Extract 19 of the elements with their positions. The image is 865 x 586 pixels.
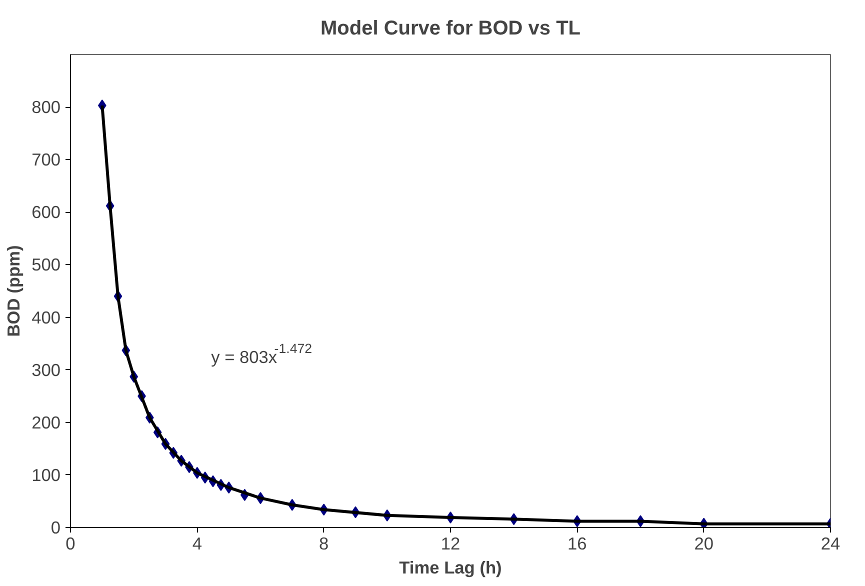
y-tick-label: 800 (32, 97, 61, 118)
y-axis-title: BOD (ppm) (4, 245, 24, 337)
x-tick-label: 16 (568, 534, 587, 554)
y-tick-label: 600 (32, 202, 61, 222)
x-tick-label: 24 (820, 534, 840, 554)
y-tick-label: 200 (32, 412, 61, 432)
x-tick-label: 0 (66, 534, 76, 554)
x-axis-title: Time Lag (h) (399, 558, 502, 578)
x-tick-label: 12 (440, 534, 460, 554)
x-tick-label: 8 (319, 534, 329, 554)
y-tick-label: 500 (32, 254, 61, 275)
y-tick-label: 100 (32, 464, 61, 485)
y-tick-label: 400 (32, 307, 61, 328)
y-tick-label: 0 (50, 518, 61, 538)
y-tick-label: 300 (32, 360, 61, 380)
chart-title: Model Curve for BOD vs TL (320, 18, 581, 40)
x-tick-label: 20 (694, 534, 714, 554)
x-tick-label: 4 (192, 534, 202, 554)
y-tick-label: 700 (32, 150, 61, 170)
